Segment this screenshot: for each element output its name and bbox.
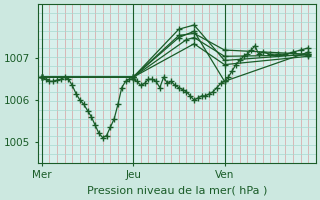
X-axis label: Pression niveau de la mer( hPa ): Pression niveau de la mer( hPa ) <box>87 186 267 196</box>
